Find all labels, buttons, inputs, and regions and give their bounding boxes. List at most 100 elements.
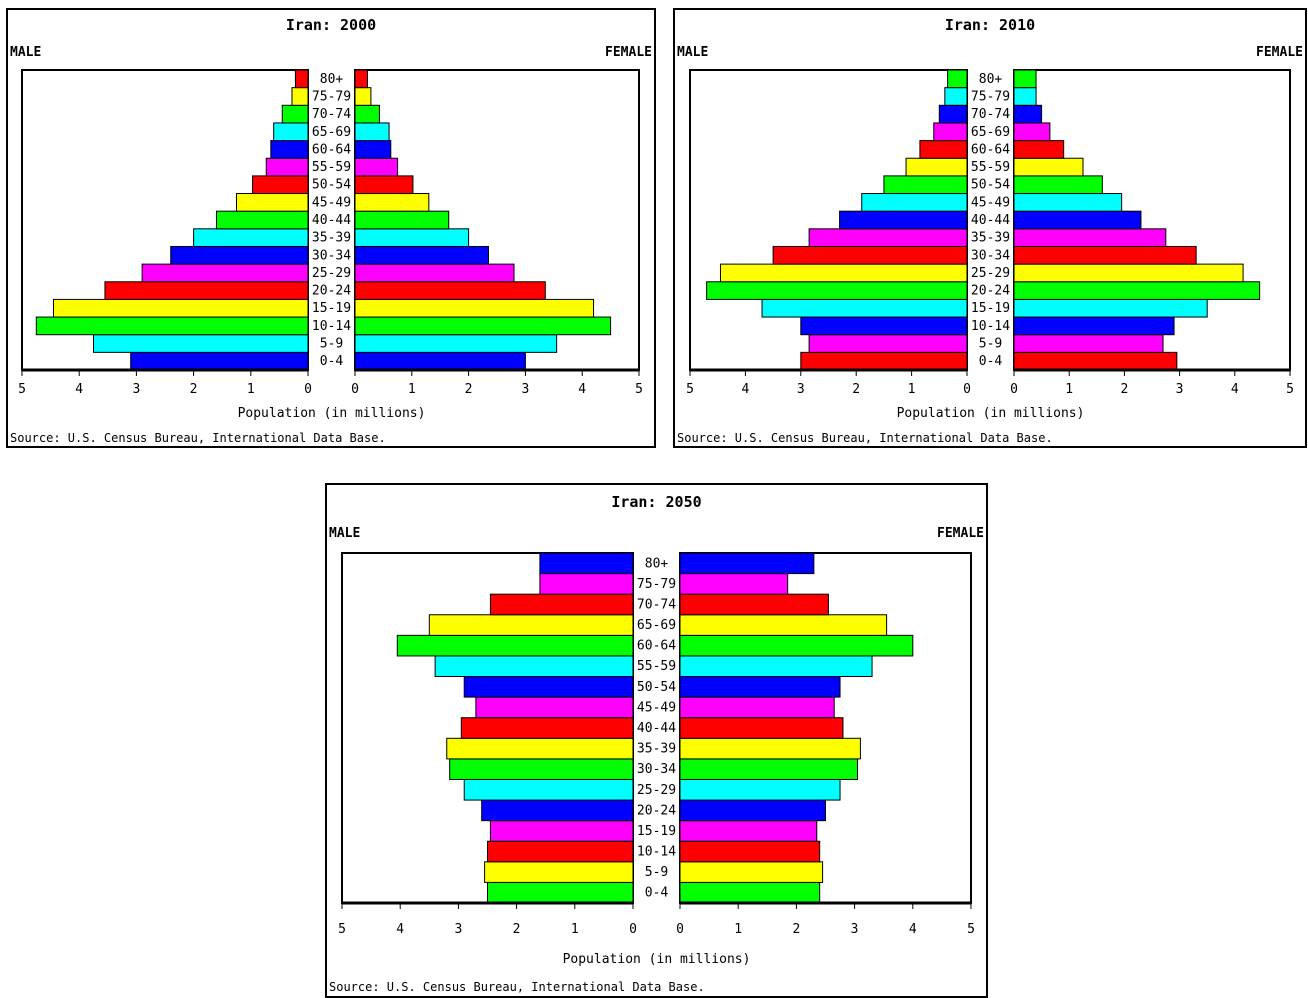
male-bar-20-24 [104,281,309,300]
chart-title: Iran: 2000 [286,16,376,34]
chart-title: Iran: 2050 [611,493,701,511]
female-bar-35-39 [1013,228,1167,247]
female-bar-70-74 [354,104,380,124]
age-group-label: 25-29 [637,783,676,798]
male-bar-40-44 [460,717,634,739]
age-group-label: 35-39 [637,742,676,757]
male-bar-25-29 [463,778,634,801]
age-group-label: 55-59 [971,160,1010,175]
female-bar-10-14 [679,840,821,863]
female-bar-70-74 [1013,104,1043,124]
x-axis-label: Population (in millions) [563,952,751,967]
female-tick-label: 4 [578,382,586,397]
female-bar-50-54 [354,175,414,195]
age-group-label: 65-69 [971,125,1010,140]
female-bar-0-4 [679,881,821,904]
age-group-label: 70-74 [637,597,676,612]
female-bar-40-44 [354,210,450,230]
male-bar-5-9 [93,334,309,353]
age-group-label: 0-4 [320,354,344,369]
male-bar-30-34 [449,758,634,780]
female-bar-40-44 [679,717,844,739]
male-tick-label: 3 [454,922,462,937]
female-bar-5-9 [679,861,824,883]
male-tick-label: 5 [338,922,346,937]
female-tick-label: 3 [1176,382,1184,397]
female-bar-65-69 [679,614,888,636]
female-tick-label: 4 [909,922,917,937]
male-bar-45-49 [475,696,634,719]
male-bar-30-34 [772,245,968,265]
age-group-label: 80+ [979,72,1003,87]
male-bar-0-4 [800,351,968,371]
age-group-label: 65-69 [312,125,351,140]
male-bar-40-44 [215,210,309,230]
female-bar-60-64 [1013,140,1065,159]
male-bar-25-29 [719,263,968,283]
age-group-label: 75-79 [312,89,351,104]
age-group-label: 65-69 [637,618,676,633]
chart-title: Iran: 2010 [945,16,1035,34]
female-bar-20-24 [354,281,546,300]
female-bar-80+ [1013,69,1037,89]
male-bar-20-24 [481,799,634,822]
female-bar-60-64 [679,634,914,657]
age-group-label: 50-54 [971,178,1010,193]
male-bar-60-64 [919,140,968,159]
male-bar-55-59 [265,157,309,177]
female-bar-5-9 [1013,334,1164,353]
male-bar-80+ [947,69,968,89]
male-bar-35-39 [808,228,968,247]
female-label: FEMALE [937,526,984,541]
female-bar-10-14 [1013,316,1175,336]
pyramid-chart-2010: Iran: 2010 MALE FEMALE 0-4 5-9 10-14 15-19 20-2… [677,16,1303,445]
male-bar-45-49 [861,193,968,212]
female-tick-label: 5 [635,382,643,397]
age-group-label: 60-64 [971,142,1010,157]
female-tick-label: 2 [465,382,473,397]
female-tick-label: 1 [734,922,742,937]
age-group-label: 70-74 [312,107,351,122]
male-bar-55-59 [905,157,968,177]
female-bar-75-79 [354,87,372,106]
age-group-label: 30-34 [971,248,1010,263]
male-bar-45-49 [236,193,309,212]
male-tick-label: 4 [741,382,749,397]
male-bar-35-39 [193,228,309,247]
age-group-label: 0-4 [979,354,1003,369]
male-tick-label: 4 [396,922,404,937]
female-bar-80+ [679,552,815,575]
female-bar-65-69 [354,122,390,142]
female-tick-label: 0 [676,922,684,937]
female-label: FEMALE [1256,45,1303,60]
male-bar-30-34 [170,245,309,265]
x-axis-label: Population (in millions) [238,406,426,421]
age-group-label: 50-54 [312,178,351,193]
female-bar-55-59 [354,157,399,177]
female-bar-45-49 [354,193,430,212]
female-bar-80+ [354,69,368,89]
pyramid-panel-2010: Iran: 2010 MALE FEMALE 0-4 5-9 10-14 15-19 20-2… [673,8,1307,448]
male-bar-80+ [539,552,634,575]
male-tick-label: 0 [963,382,971,397]
female-bar-55-59 [679,655,873,678]
age-group-label: 5-9 [979,337,1002,352]
age-group-label: 20-24 [637,803,676,818]
female-bar-25-29 [354,263,515,283]
female-bar-30-34 [354,245,489,265]
age-group-label: 5-9 [320,337,343,352]
female-bar-55-59 [1013,157,1084,177]
female-tick-label: 2 [792,922,800,937]
age-group-label: 30-34 [312,248,351,263]
age-group-label: 5-9 [645,865,668,880]
age-group-label: 40-44 [637,721,676,736]
male-bar-60-64 [270,140,309,159]
female-bar-5-9 [354,334,558,353]
male-tick-label: 3 [132,382,140,397]
age-group-label: 40-44 [312,213,351,228]
female-bar-45-49 [679,696,835,719]
male-bar-70-74 [281,104,309,124]
pyramid-panel-2000: Iran: 2000 MALE FEMALE 0-4 5-9 10-14 15-19 20-2… [6,8,656,448]
female-tick-label: 2 [1120,382,1128,397]
age-group-label: 70-74 [971,107,1010,122]
